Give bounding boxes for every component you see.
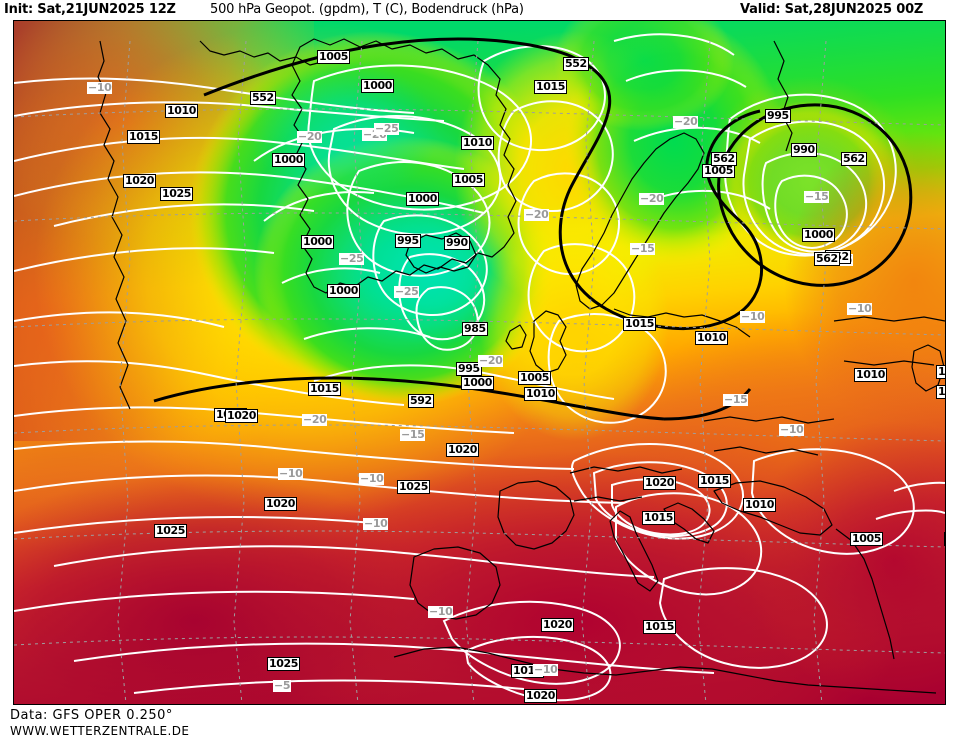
- isobar-contours: [14, 33, 945, 702]
- temperature-label: −10: [779, 423, 805, 436]
- isobar-label: 1005: [452, 173, 486, 187]
- temperature-label: −20: [639, 192, 665, 205]
- isobar-label: 1020: [264, 497, 298, 511]
- temperature-label: −15: [630, 242, 656, 255]
- isobar-label: 1010: [936, 365, 945, 379]
- temperature-label: −20: [673, 115, 699, 128]
- isobar-label: 985: [462, 322, 488, 336]
- temperature-label: −15: [804, 190, 830, 203]
- isobar-label: 1025: [160, 187, 194, 201]
- geopotential-label: 592: [408, 394, 434, 408]
- isobar-label: 1005: [936, 385, 945, 399]
- isobar-label: 1020: [524, 689, 558, 703]
- isobar-label: 1015: [623, 317, 657, 331]
- isobar-label: 1000: [327, 284, 361, 298]
- geopotential-label: 552: [563, 57, 589, 71]
- geopotential-label: 562: [711, 152, 737, 166]
- isobar-label: 990: [791, 143, 817, 157]
- temperature-label: −20: [478, 354, 504, 367]
- isobar-label: 1015: [534, 80, 568, 94]
- isobar-label: 1015: [698, 474, 732, 488]
- temperature-label: −15: [723, 393, 749, 406]
- temperature-label: −25: [394, 285, 420, 298]
- isobar-label: 1005: [518, 371, 552, 385]
- map-frame[interactable]: 1010 1015 1020 1005 1000 1000 1000 1000 1000 1000…: [13, 20, 946, 705]
- isobar-label: 995: [456, 362, 482, 376]
- temperature-label: −10: [533, 663, 559, 676]
- isobar-label: 1010: [165, 104, 199, 118]
- isobar-label: 1020: [541, 618, 575, 632]
- temperature-label: −20: [302, 413, 328, 426]
- temperature-label: −10: [740, 310, 766, 323]
- isobar-label: 1000: [301, 235, 335, 249]
- isobar-label: 1005: [317, 50, 351, 64]
- isobar-label: 1015: [642, 511, 676, 525]
- map-footer: Data: GFS OPER 0.250° WWW.WETTERZENTRALE…: [0, 706, 959, 741]
- temperature-label: −10: [363, 517, 389, 530]
- coastlines: [97, 38, 945, 694]
- isobar-label: 1010: [524, 387, 558, 401]
- geopotential-label: 562: [814, 252, 840, 266]
- isobar-label: 990: [444, 236, 470, 250]
- temperature-label: −25: [374, 122, 400, 135]
- geopotential-label: 552: [250, 91, 276, 105]
- website-label: WWW.WETTERZENTRALE.DE: [10, 724, 190, 738]
- map-canvas: 1010 1015 1020 1005 1000 1000 1000 1000 1000 1000…: [14, 21, 945, 704]
- geopotential-label: 562: [841, 152, 867, 166]
- isobar-label: 1025: [267, 657, 301, 671]
- isobar-label: 1015: [643, 620, 677, 634]
- isobar-label: 1005: [944, 532, 945, 546]
- isobar-label: 1000: [406, 192, 440, 206]
- data-source-label: Data: GFS OPER 0.250°: [10, 708, 173, 723]
- temperature-label: −20: [297, 130, 323, 143]
- isobar-label: 1000: [272, 153, 306, 167]
- isobar-label: 1005: [850, 532, 884, 546]
- temperature-label: −10: [428, 605, 454, 618]
- graticule-and-borders: [14, 40, 945, 704]
- temperature-label: −10: [359, 472, 385, 485]
- isobar-label: 1020: [446, 443, 480, 457]
- temperature-label: −20: [524, 208, 550, 221]
- map-header: Init: Sat,21JUN2025 12Z 500 hPa Geopot. …: [0, 0, 959, 20]
- temperature-label: −10: [847, 302, 873, 315]
- temperature-label: −10: [278, 467, 304, 480]
- isobar-label: 1010: [461, 136, 495, 150]
- temperature-label: −10: [87, 81, 113, 94]
- isobar-label: 1020: [123, 174, 157, 188]
- isobar-label: 1000: [461, 376, 495, 390]
- temperature-label: −5: [273, 679, 292, 692]
- isobar-label: 1020: [643, 476, 677, 490]
- field-description-label: 500 hPa Geopot. (gpdm), T (C), Bodendruc…: [210, 2, 524, 17]
- temperature-label: −25: [339, 252, 365, 265]
- isobar-label: 1025: [397, 480, 431, 494]
- isobar-label: 1000: [361, 79, 395, 93]
- init-time-label: Init: Sat,21JUN2025 12Z: [4, 2, 176, 17]
- temperature-label: −15: [400, 428, 426, 441]
- isobar-label: 1010: [743, 498, 777, 512]
- valid-time-label: Valid: Sat,28JUN2025 00Z: [740, 2, 924, 17]
- isobar-label: 1015: [127, 130, 161, 144]
- isobar-label: 1015: [308, 382, 342, 396]
- isobar-label: 1020: [225, 409, 259, 423]
- isobar-label: 995: [765, 109, 791, 123]
- isobar-label: 1010: [854, 368, 888, 382]
- isobar-label: 1010: [695, 331, 729, 345]
- isobar-label: 1005: [702, 164, 736, 178]
- isobar-label: 1000: [802, 228, 836, 242]
- isobar-label: 1025: [154, 524, 188, 538]
- isobar-label: 995: [395, 234, 421, 248]
